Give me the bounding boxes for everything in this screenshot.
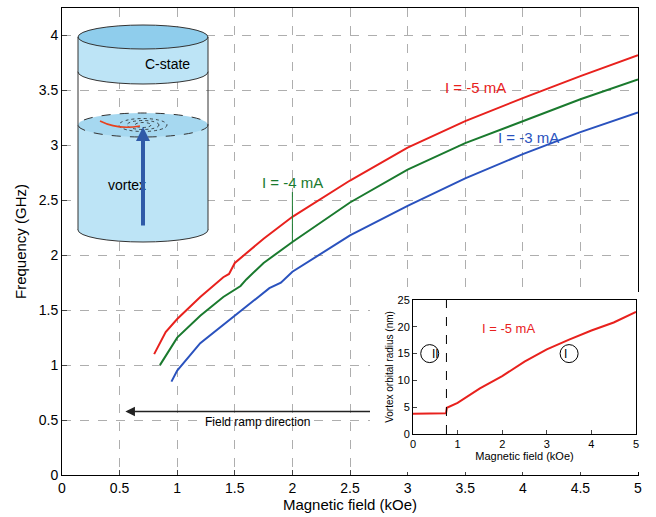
svg-text:Vortex orbital radius (nm): Vortex orbital radius (nm) (384, 311, 395, 423)
svg-text:vortex: vortex (108, 177, 146, 193)
svg-text:1.5: 1.5 (39, 302, 59, 318)
svg-text:I: I (564, 347, 567, 361)
svg-text:4: 4 (519, 480, 527, 496)
svg-text:2: 2 (289, 480, 297, 496)
svg-text:C-state: C-state (145, 56, 190, 72)
svg-text:I = -3 mA: I = -3 mA (498, 129, 559, 146)
svg-text:25: 25 (398, 294, 410, 306)
svg-text:3.5: 3.5 (39, 82, 59, 98)
svg-text:II: II (432, 347, 439, 361)
svg-text:3: 3 (404, 480, 412, 496)
svg-text:20: 20 (398, 321, 410, 333)
svg-text:Field ramp direction: Field ramp direction (205, 415, 310, 429)
svg-text:15: 15 (398, 347, 410, 359)
svg-text:0.5: 0.5 (110, 480, 130, 496)
svg-text:2: 2 (499, 438, 505, 450)
svg-text:5: 5 (404, 401, 410, 413)
svg-text:2.5: 2.5 (340, 480, 360, 496)
svg-text:1: 1 (173, 480, 181, 496)
svg-text:2: 2 (50, 247, 58, 263)
svg-text:I = -5 mA: I = -5 mA (445, 79, 506, 96)
svg-text:Magnetic field (kOe): Magnetic field (kOe) (475, 450, 573, 462)
svg-text:5: 5 (634, 480, 642, 496)
svg-text:2.5: 2.5 (39, 192, 59, 208)
svg-text:0: 0 (50, 467, 58, 483)
svg-text:0: 0 (404, 428, 410, 440)
svg-text:3: 3 (50, 137, 58, 153)
svg-text:3: 3 (544, 438, 550, 450)
svg-text:1.5: 1.5 (225, 480, 245, 496)
svg-text:4: 4 (50, 27, 58, 43)
svg-text:0: 0 (58, 480, 66, 496)
svg-text:0.5: 0.5 (39, 412, 59, 428)
svg-text:10: 10 (398, 374, 410, 386)
svg-text:4: 4 (588, 438, 594, 450)
svg-text:0: 0 (410, 438, 416, 450)
svg-text:Magnetic field (kOe): Magnetic field (kOe) (283, 496, 417, 513)
svg-text:5: 5 (633, 438, 639, 450)
svg-text:3.5: 3.5 (455, 480, 475, 496)
svg-text:I = -4 mA: I = -4 mA (262, 174, 323, 191)
svg-text:I = -5 mA: I = -5 mA (482, 321, 535, 336)
svg-text:Frequency (GHz): Frequency (GHz) (12, 184, 29, 299)
svg-text:1: 1 (455, 438, 461, 450)
svg-text:4.5: 4.5 (571, 480, 591, 496)
svg-text:1: 1 (50, 357, 58, 373)
